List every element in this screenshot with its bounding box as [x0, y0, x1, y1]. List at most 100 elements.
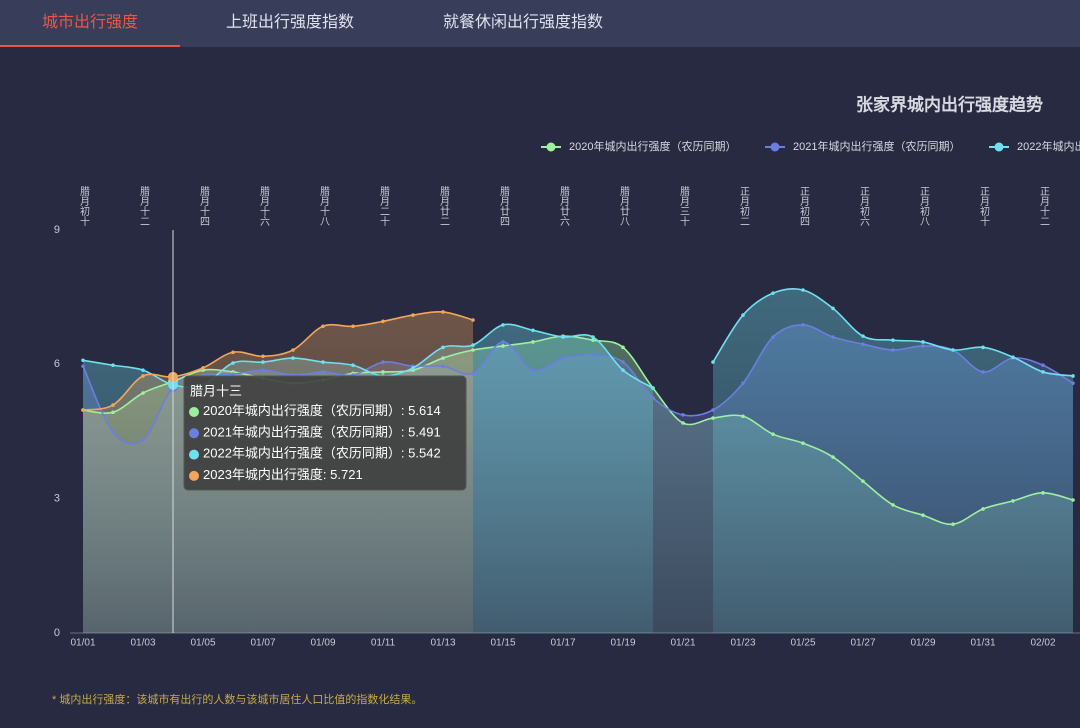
point	[351, 363, 355, 368]
point	[231, 350, 235, 355]
point	[1071, 381, 1075, 385]
area	[713, 288, 1073, 633]
point	[1071, 498, 1075, 502]
point	[81, 358, 85, 363]
point	[771, 291, 775, 295]
point	[351, 324, 355, 329]
point	[111, 403, 115, 407]
legend-label: 2020年城内出行强度（农历同期）	[569, 139, 736, 153]
point	[741, 313, 745, 317]
x-tick-label: 02/02	[1030, 638, 1055, 649]
tooltip-value: 5.614	[408, 403, 441, 418]
point	[141, 391, 145, 395]
point	[231, 361, 235, 365]
line	[82, 335, 1074, 526]
point	[261, 368, 265, 372]
x-tick-label: 01/23	[730, 638, 755, 649]
point	[621, 360, 625, 364]
tooltip-value: 5.542	[408, 446, 441, 461]
footnote: * 城内出行强度：该城市有出行的人数与该城市居住人口比值的指数化结果。	[52, 692, 422, 706]
point	[261, 360, 265, 364]
point	[711, 416, 715, 420]
tooltip-item: 2021年城内出行强度（农历同期）: 5.491	[203, 425, 441, 440]
point	[291, 356, 295, 360]
point	[891, 503, 895, 507]
point	[381, 360, 385, 364]
point	[321, 324, 325, 329]
point	[981, 345, 985, 350]
point	[561, 335, 565, 339]
lunar-label: 腊月廿八	[618, 186, 630, 226]
point	[531, 328, 535, 333]
point	[81, 364, 85, 368]
point	[141, 374, 145, 378]
point	[711, 408, 715, 412]
x-tick-label: 01/01	[70, 638, 95, 649]
point	[471, 343, 475, 347]
tooltip-name: 2022年城内出行强度（农历同期）	[203, 446, 401, 461]
point	[921, 344, 925, 348]
tooltip-separator: :	[401, 425, 408, 440]
point	[561, 356, 565, 360]
tooltip-dot	[189, 428, 199, 439]
point	[321, 360, 325, 364]
tooltip-name: 2020年城内出行强度（农历同期）	[203, 403, 401, 418]
tooltip-separator: :	[323, 467, 330, 482]
lunar-label: 腊月廿六	[558, 186, 570, 226]
point	[471, 348, 475, 352]
point	[741, 414, 745, 419]
tab-underline	[0, 45, 180, 47]
tooltip-dot	[189, 449, 199, 460]
x-tick-label: 01/25	[790, 638, 815, 649]
tooltip-dot	[189, 470, 199, 481]
point	[111, 430, 115, 434]
lunar-label: 正月初八	[918, 186, 930, 226]
tooltip-box	[183, 375, 467, 491]
point	[441, 364, 445, 368]
tooltip-item: 2020年城内出行强度（农历同期）: 5.614	[203, 403, 441, 418]
legend-label: 2022年城内出行强度（农历同期）	[1017, 139, 1080, 153]
x-tick-label: 01/07	[250, 638, 275, 649]
point	[111, 363, 115, 368]
x-tick-label: 01/19	[610, 638, 635, 649]
point	[441, 310, 445, 314]
point	[621, 368, 625, 372]
y-tick-label: 6	[54, 358, 60, 370]
legend-dot	[994, 142, 1004, 152]
point	[411, 313, 415, 317]
point	[951, 522, 955, 526]
x-tick-label: 01/27	[850, 638, 875, 649]
point	[771, 335, 775, 339]
point	[141, 368, 145, 372]
legend-dot	[546, 142, 556, 152]
tab-bar	[0, 0, 1080, 47]
lunar-label: 腊月廿四	[498, 186, 510, 226]
point	[681, 421, 685, 425]
point	[981, 370, 985, 374]
point	[801, 323, 805, 327]
x-tick-label: 01/05	[190, 638, 215, 649]
tooltip-value: 5.721	[330, 467, 363, 482]
point	[891, 348, 895, 352]
x-tick-label: 01/03	[130, 638, 155, 649]
point	[291, 348, 295, 352]
tab[interactable]: 就餐休闲出行强度指数	[443, 13, 603, 31]
tab[interactable]: 城市出行强度	[42, 13, 138, 31]
lunar-label: 正月初二	[738, 186, 750, 226]
lunar-label: 正月初六	[858, 186, 870, 226]
point	[471, 318, 475, 322]
point	[1041, 370, 1045, 374]
lunar-label: 正月初十	[978, 186, 990, 227]
tooltip-name: 2023年城内出行强度	[203, 467, 323, 482]
tab[interactable]: 上班出行强度指数	[226, 13, 354, 31]
point	[471, 371, 475, 376]
legend-label: 2021年城内出行强度（农历同期）	[793, 139, 960, 153]
point	[741, 381, 745, 385]
point	[951, 348, 955, 352]
point	[651, 386, 655, 390]
point	[111, 410, 115, 415]
y-tick-label: 3	[54, 493, 60, 505]
point	[1071, 374, 1075, 378]
x-tick-label: 01/09	[310, 638, 335, 649]
point	[141, 438, 145, 442]
